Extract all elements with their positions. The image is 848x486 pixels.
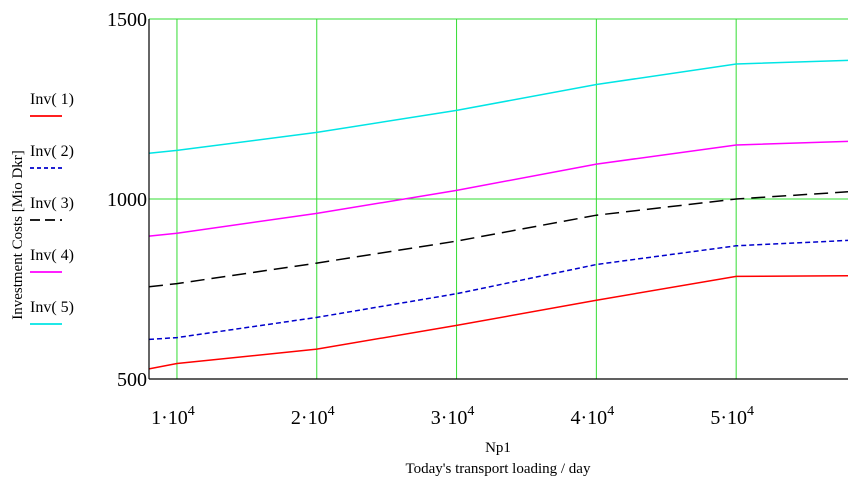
x-axis-title: Np1 [485, 440, 511, 456]
series-line-inv-2 [148, 239, 848, 341]
legend: Inv( 1) Inv( 2) Inv( 3) Inv( 4) Inv( 5) [30, 91, 74, 325]
y-tick-label: 1500 [107, 9, 147, 31]
y-tick-labels: 500 1000 1500 [107, 9, 147, 391]
series-line-inv-1 [148, 274, 848, 370]
x-tick-label: 4·104 [571, 404, 615, 429]
series-lines [148, 59, 848, 370]
legend-label-inv-2: Inv( 2) [30, 143, 74, 160]
x-tick-label: 1·104 [151, 404, 195, 429]
y-tick-label: 500 [117, 369, 147, 391]
legend-label-inv-5: Inv( 5) [30, 299, 74, 316]
series-line-inv-3 [148, 191, 848, 288]
x-tick-label: 2·104 [291, 404, 335, 429]
legend-label-inv-3: Inv( 3) [30, 195, 74, 212]
series-line-inv-4 [148, 140, 848, 237]
series-line-inv-5 [148, 59, 848, 155]
x-tick-label: 3·104 [431, 404, 475, 429]
x-tick-label: 5·104 [710, 404, 754, 429]
y-tick-label: 1000 [107, 189, 147, 211]
legend-label-inv-4: Inv( 4) [30, 247, 74, 264]
x-tick-labels: 1·104 2·104 3·104 4·104 5·104 [151, 404, 754, 429]
legend-label-inv-1: Inv( 1) [30, 91, 74, 108]
x-axis-subtitle: Today's transport loading / day [406, 461, 591, 477]
y-axis-title: Investment Costs [Mio Dkr] [10, 150, 26, 320]
plot-frame [148, 19, 848, 380]
